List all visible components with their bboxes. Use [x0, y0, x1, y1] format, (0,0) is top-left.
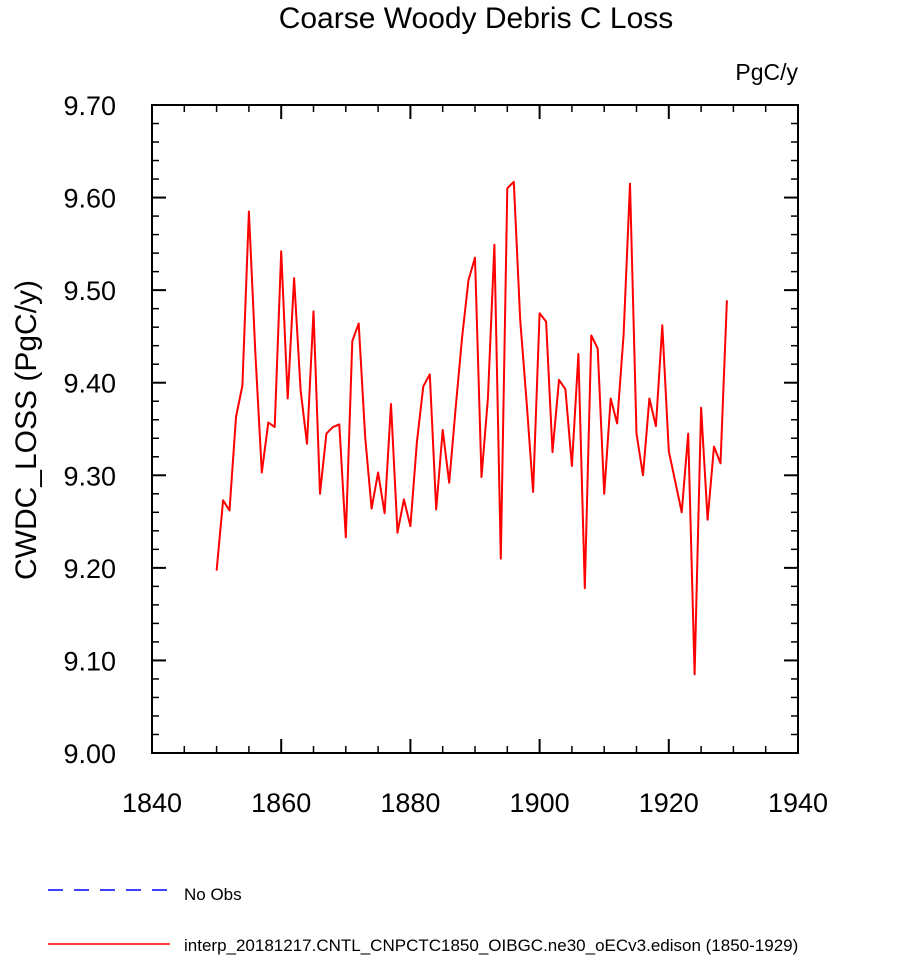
y-tick-label: 9.30	[63, 461, 116, 491]
x-tick-label: 1840	[122, 788, 182, 818]
legend: No Obs interp_20181217.CNTL_CNPCTC1850_O…	[48, 885, 798, 955]
series-line-0	[215, 180, 728, 676]
y-tick-label: 9.50	[63, 276, 116, 306]
x-tick-label: 1880	[380, 788, 440, 818]
axis-tick-labels: 1840 1860 1880 1900 1920 1940 9.00 9.10 9.20 9.30…	[63, 91, 828, 818]
legend-label-no-obs: No Obs	[184, 885, 242, 904]
y-axis-label: CWDC_LOSS (PgC/y)	[10, 280, 43, 580]
x-tick-label: 1900	[510, 788, 570, 818]
y-tick-label: 9.20	[63, 554, 116, 584]
axis-ticks	[151, 104, 799, 754]
units-label: PgC/y	[735, 59, 798, 85]
y-tick-label: 9.70	[63, 91, 116, 121]
x-tick-label: 1920	[639, 788, 699, 818]
chart-title: Coarse Woody Debris C Loss	[279, 2, 674, 35]
data-series	[215, 180, 728, 676]
x-tick-label: 1860	[251, 788, 311, 818]
y-tick-label: 9.60	[63, 184, 116, 214]
y-tick-label: 9.40	[63, 369, 116, 399]
y-tick-label: 9.00	[63, 739, 116, 769]
x-tick-label: 1940	[768, 788, 828, 818]
y-tick-label: 9.10	[63, 646, 116, 676]
legend-label-model: interp_20181217.CNTL_CNPCTC1850_OIBGC.ne…	[184, 936, 798, 955]
